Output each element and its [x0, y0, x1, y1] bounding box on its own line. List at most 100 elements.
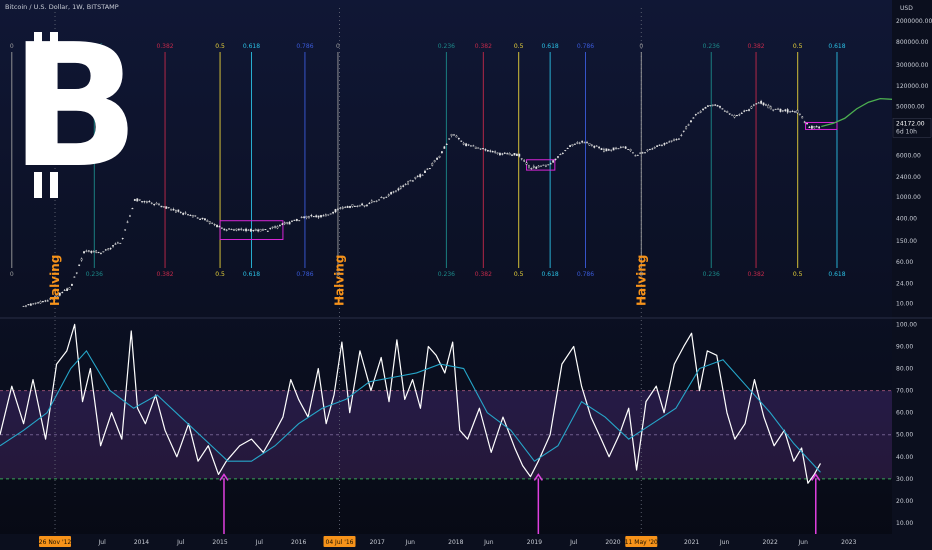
price-candle-body	[100, 253, 102, 255]
price-candle-body	[395, 190, 397, 192]
price-candle-body	[252, 230, 255, 232]
bottom-arrow-head	[219, 473, 229, 481]
price-candle-body	[786, 109, 789, 113]
price-candle-body	[114, 243, 117, 245]
price-candle-body	[433, 160, 436, 163]
price-candle-body	[170, 208, 172, 211]
price-candle-body	[341, 207, 344, 209]
price-candle-body	[702, 108, 704, 111]
price-candle-body	[639, 152, 642, 154]
rsi-tick-label: 60.00	[896, 410, 913, 417]
price-candle-body	[590, 144, 593, 147]
fib-label-top: 0.786	[296, 43, 313, 50]
rsi-tick-label: 10.00	[896, 520, 913, 527]
price-candle-body	[61, 292, 64, 294]
price-candle-body	[353, 205, 356, 207]
price-candle-body	[719, 106, 721, 108]
time-tick-label: Jun	[483, 539, 494, 546]
price-candle-body	[90, 250, 93, 253]
price-candle-body	[682, 130, 685, 132]
price-candle-body	[673, 138, 675, 142]
price-candle-body	[407, 181, 409, 185]
price-candle-body	[743, 110, 746, 112]
price-candle-body	[58, 292, 61, 296]
halving-date-tag	[39, 536, 72, 547]
time-tick-label: 2022	[763, 539, 778, 546]
price-candle-body	[124, 229, 127, 231]
price-tick-label: 300000.00	[896, 62, 929, 69]
price-candle-body	[165, 206, 168, 209]
price-candle-body	[627, 148, 630, 150]
price-candle-body	[223, 228, 226, 231]
time-tick-label: Jun	[405, 539, 416, 546]
price-candle-body	[424, 170, 426, 173]
price-candle-body	[482, 148, 484, 150]
price-candle-body	[491, 151, 494, 153]
fib-label-bottom: 0.786	[577, 271, 594, 278]
price-candle-body	[83, 251, 85, 254]
fib-label-bottom: 0.382	[156, 271, 173, 278]
price-candle-body	[153, 204, 156, 206]
price-candle-body	[769, 106, 772, 110]
price-candle-body	[515, 153, 518, 156]
fib-label-bottom: 0	[336, 271, 340, 278]
price-candle-body	[508, 153, 511, 156]
price-candle-body	[661, 144, 663, 146]
time-tick-label: Jul	[176, 539, 185, 546]
price-candle-body	[254, 228, 257, 231]
time-tick-label: 2018	[448, 539, 463, 546]
fib-label-top: 0.5	[215, 43, 225, 50]
price-candle-body	[668, 141, 671, 143]
price-candle-body	[27, 304, 30, 306]
price-candle-body	[617, 148, 620, 150]
fib-label-bottom: 0.236	[438, 271, 455, 278]
price-candle-body	[443, 146, 446, 149]
price-tick-label: 400.00	[896, 215, 917, 222]
price-candle-body	[549, 163, 552, 165]
price-candle-body	[791, 111, 794, 113]
price-candle-body	[489, 150, 492, 152]
price-candle-body	[240, 228, 243, 230]
fib-label-bottom: 0.5	[514, 271, 524, 278]
price-candle-body	[42, 301, 44, 303]
price-candle-body	[249, 229, 252, 232]
price-candle-body	[187, 214, 189, 216]
halving-date-label: 11 May '20	[625, 539, 658, 546]
currency-label: USD	[900, 5, 913, 12]
rsi-tick-label: 30.00	[896, 476, 913, 483]
price-candle-body	[37, 302, 39, 304]
price-candle-body	[675, 139, 678, 141]
bottom-arrow-head	[811, 473, 821, 481]
price-candle-body	[736, 115, 738, 117]
price-candle-body	[375, 200, 378, 202]
price-candle-body	[518, 153, 521, 157]
price-candle-body	[772, 109, 775, 111]
price-candle-body	[740, 112, 743, 114]
price-candle-body	[245, 228, 247, 232]
price-candle-body	[598, 146, 600, 149]
price-candle-body	[262, 229, 264, 231]
price-candle-body	[511, 154, 513, 156]
price-candle-body	[409, 180, 412, 182]
price-candle-body	[315, 215, 318, 218]
price-candle-body	[274, 226, 276, 228]
price-candle-body	[557, 156, 559, 158]
price-candle-body	[269, 227, 272, 229]
price-candle-body	[46, 300, 49, 302]
price-candle-body	[607, 149, 610, 151]
price-candle-body	[520, 158, 523, 160]
price-candle-body	[225, 229, 228, 231]
price-candle-body	[281, 223, 284, 225]
price-candle-body	[552, 160, 555, 163]
fib-label-top: 0.382	[475, 43, 492, 50]
price-candle-body	[535, 166, 538, 169]
fib-label-top: 0.618	[542, 43, 559, 50]
fib-label-top: 0.382	[747, 43, 764, 50]
symbol-title[interactable]: Bitcoin / U.S. Dollar, 1W, BITSTAMP	[5, 3, 119, 11]
price-candle-body	[286, 222, 289, 224]
fib-label-bottom: 0.618	[542, 271, 559, 278]
price-candle-body	[322, 215, 325, 217]
price-candle-body	[22, 305, 25, 307]
price-candle-body	[220, 227, 223, 229]
